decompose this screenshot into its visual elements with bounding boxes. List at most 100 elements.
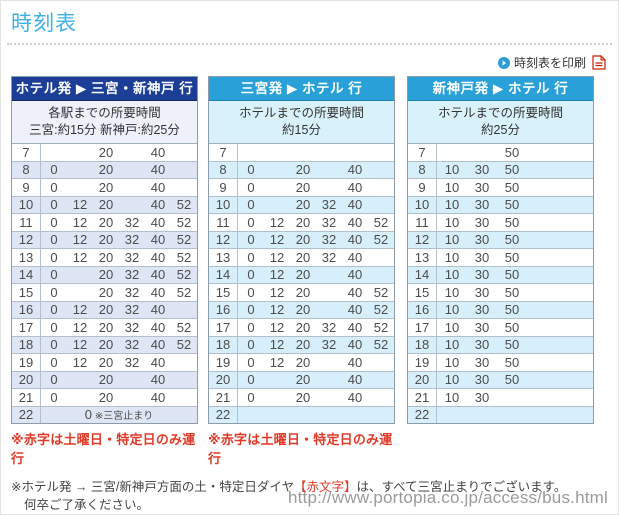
timetable-row: 17 0 12 20 32 40 52 bbox=[209, 318, 394, 336]
minute-cell: 30 bbox=[467, 265, 497, 284]
minute-cell: 12 bbox=[67, 300, 93, 319]
minute-cell: 20 bbox=[93, 388, 119, 406]
minute-cell-special: 0 ※三宮止まり bbox=[40, 405, 197, 423]
timetable-row: 14 0 12 20 40 bbox=[209, 265, 394, 284]
minute-cell bbox=[436, 405, 467, 423]
minute-cell: 10 bbox=[436, 160, 467, 179]
minute-cell: 50 bbox=[504, 144, 520, 160]
hour-cell: 14 bbox=[408, 265, 437, 284]
minute-cell bbox=[316, 178, 342, 196]
red-text-label: 【赤文字】 bbox=[294, 480, 357, 494]
minute-cell bbox=[264, 144, 290, 161]
minute-cell: 0 bbox=[40, 265, 67, 284]
minute-cell: 10 bbox=[436, 248, 467, 266]
hour-cell: 21 bbox=[12, 388, 41, 406]
minute-cell: 52 bbox=[171, 335, 197, 354]
minute-cell bbox=[67, 283, 93, 301]
timetable-row: 8 0 20 40 bbox=[12, 160, 197, 179]
minute-cell bbox=[316, 265, 342, 284]
minute-cell bbox=[368, 248, 394, 266]
print-timetable-link[interactable]: 時刻表を印刷 bbox=[497, 54, 607, 71]
minute-cell: 0 bbox=[40, 178, 67, 196]
minute-cell: 20 bbox=[93, 300, 119, 319]
timetable-sannomiya-departure: 三宮発 ▶ ホテル 行 ホテルまでの所要時間 約15分 7 8 0 20 40 9 0 20 4… bbox=[208, 76, 395, 467]
minute-cell: 40 bbox=[342, 230, 368, 249]
minute-cell: 40 bbox=[145, 283, 171, 301]
hour-cell: 15 bbox=[12, 283, 41, 301]
pdf-icon bbox=[592, 54, 607, 70]
minute-cell: 32 bbox=[119, 300, 145, 319]
red-text-note bbox=[407, 429, 594, 444]
minute-cell: 52 bbox=[171, 213, 197, 231]
minute-cell: 52 bbox=[368, 300, 394, 319]
minute-cell: 12 bbox=[264, 300, 290, 319]
hour-cell: 14 bbox=[12, 265, 41, 284]
minute-cell bbox=[290, 405, 316, 423]
timetable-row: 12 0 12 20 32 40 52 bbox=[12, 230, 197, 249]
minute-cell: 40 bbox=[342, 353, 368, 371]
timetable-hotel-departure: ホテル発 ▶ 三宮・新神戸 行 各駅までの所要時間 三宮:約15分 新神戸:約2… bbox=[11, 76, 198, 467]
minute-cell bbox=[119, 160, 145, 179]
minute-cell: 12 bbox=[67, 248, 93, 266]
minute-cell: 30 bbox=[467, 300, 497, 319]
minute-cell: 10 bbox=[436, 388, 467, 406]
minute-cell: 40 bbox=[342, 335, 368, 354]
hour-cell: 12 bbox=[12, 230, 41, 249]
minute-cell: 40 bbox=[145, 248, 171, 266]
minute-cell bbox=[342, 405, 368, 423]
minute-cell: 0 bbox=[40, 300, 67, 319]
hour-cell: 16 bbox=[209, 300, 238, 319]
timetable-row: 13 0 12 20 32 40 52 bbox=[12, 248, 197, 266]
timetable-row: 19 0 12 20 32 40 bbox=[12, 353, 197, 371]
minute-cell: 12 bbox=[264, 248, 290, 266]
timetable-row: 11 0 12 20 32 40 52 bbox=[209, 213, 394, 231]
timetable-row: 13 0 12 20 32 40 bbox=[209, 248, 394, 266]
minute-cell: 12 bbox=[264, 353, 290, 371]
minute-cell bbox=[290, 144, 316, 161]
minute-cell bbox=[238, 144, 265, 161]
minute-cell: 0 bbox=[40, 388, 67, 406]
minute-cell: 40 bbox=[342, 370, 368, 389]
minute-cell bbox=[368, 160, 394, 179]
minute-cell: 52 bbox=[171, 265, 197, 284]
filler-cell bbox=[527, 178, 593, 196]
minute-cell: 10 bbox=[436, 318, 467, 336]
hour-cell: 13 bbox=[209, 248, 238, 266]
timetable-row: 20 0 20 40 bbox=[12, 370, 197, 389]
minute-cell: 52 bbox=[368, 213, 394, 231]
minute-cell: 30 bbox=[467, 353, 497, 371]
timetable-row: 19 0 12 20 40 bbox=[209, 353, 394, 371]
minute-cell: 40 bbox=[342, 160, 368, 179]
timetable-header: 新神戸発 ▶ ホテル 行 bbox=[408, 77, 593, 101]
timetable-row: 18 10 30 50 bbox=[408, 335, 593, 354]
filler-cell bbox=[527, 388, 593, 406]
minute-cell: 12 bbox=[67, 353, 93, 371]
minute-cell bbox=[437, 144, 468, 161]
minute-cell: 12 bbox=[67, 230, 93, 249]
minute-cell: 0 bbox=[40, 195, 67, 214]
minute-cell: 20 bbox=[290, 335, 316, 354]
minute-cell: 10 bbox=[436, 300, 467, 319]
timetable-row: 18 0 12 20 32 40 52 bbox=[209, 335, 394, 354]
page-title: 時刻表 bbox=[11, 12, 77, 35]
timetable-row: 19 10 30 50 bbox=[408, 353, 593, 371]
minute-cell: 32 bbox=[316, 248, 342, 266]
minute-cell: 52 bbox=[368, 318, 394, 336]
hour-cell: 13 bbox=[408, 248, 437, 266]
minute-cell: 0 bbox=[40, 370, 67, 389]
minute-cell: 20 bbox=[290, 230, 316, 249]
minute-cell: 20 bbox=[290, 178, 316, 196]
filler-cell bbox=[527, 265, 593, 284]
minute-cell: 0 bbox=[237, 388, 264, 406]
minute-cell bbox=[316, 283, 342, 301]
timetable-shinkobe-departure: 新神戸発 ▶ ホテル 行 ホテルまでの所要時間 約25分 7 50 8 10 30 50 9… bbox=[407, 76, 594, 444]
minute-cell: 12 bbox=[67, 195, 93, 214]
filler-cell bbox=[527, 353, 593, 371]
minute-cell: 20 bbox=[290, 353, 316, 371]
timetable-row: 17 10 30 50 bbox=[408, 318, 593, 336]
timetable-row: 22 bbox=[408, 405, 593, 423]
minute-cell: 12 bbox=[67, 335, 93, 354]
minute-cell bbox=[316, 388, 342, 406]
minute-cell bbox=[316, 405, 342, 423]
